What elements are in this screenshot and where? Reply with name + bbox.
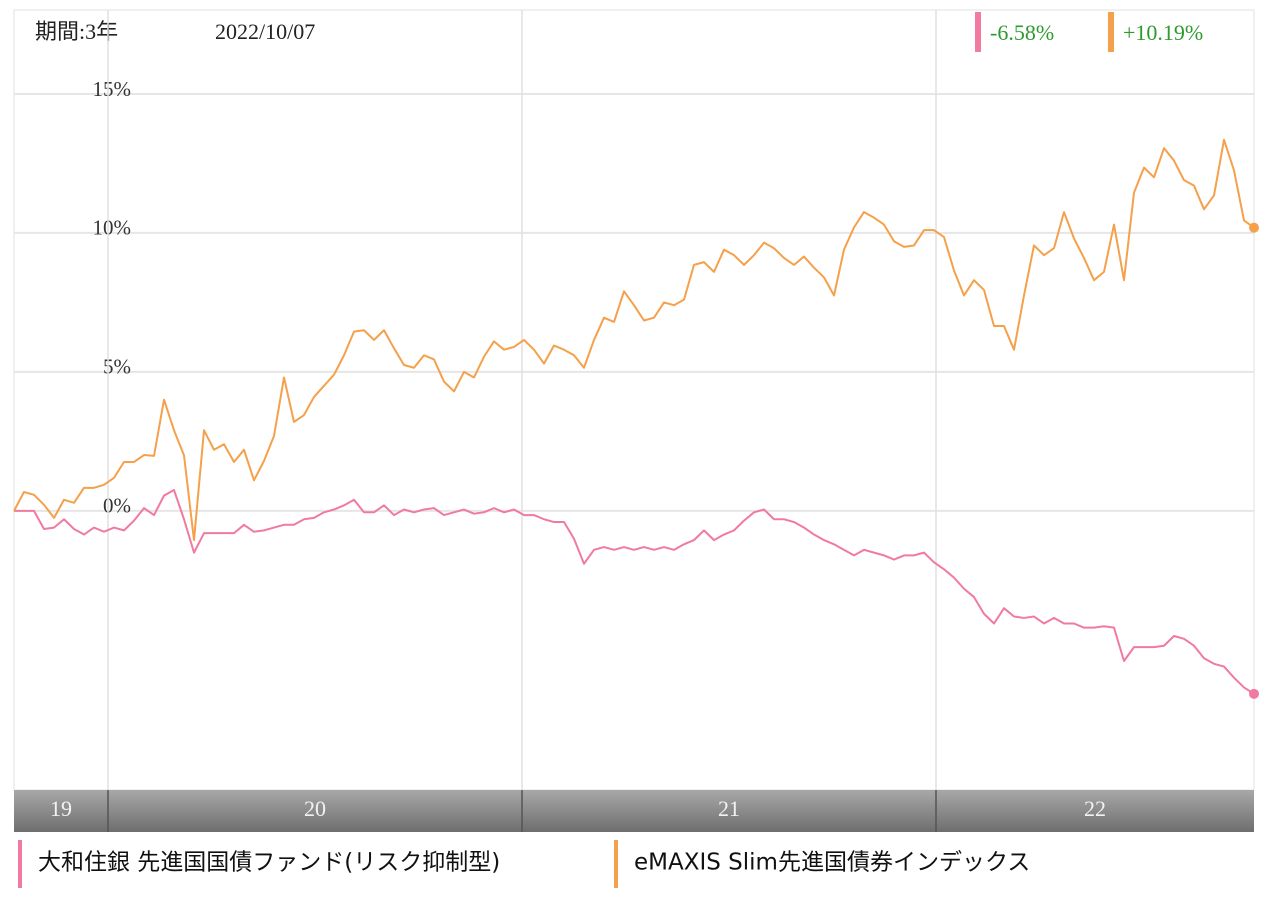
- y-tick-label: 10%: [93, 216, 132, 240]
- plot-frame: [13, 9, 1255, 791]
- legend-swatch: [1108, 12, 1114, 52]
- y-tick-label: 0%: [103, 494, 131, 518]
- legend-swatch: [614, 840, 618, 888]
- y-tick-label: 15%: [93, 77, 132, 101]
- period-label: 期間:3年: [35, 19, 118, 44]
- legend-label: eMAXIS Slim先進国債券インデックス: [634, 850, 1030, 876]
- x-band-label: 20: [304, 796, 326, 821]
- x-band-label: 22: [1084, 796, 1106, 821]
- y-tick-label: 5%: [103, 355, 131, 379]
- x-band-label: 21: [718, 796, 740, 821]
- legend-swatch: [18, 840, 22, 888]
- end-point: [1249, 222, 1259, 233]
- year-band: [14, 790, 1254, 832]
- date-label: 2022/10/07: [215, 19, 315, 44]
- end-value-label: +10.19%: [1123, 20, 1203, 45]
- legend-swatch: [975, 12, 981, 52]
- x-band-label: 19: [50, 796, 72, 821]
- end-value-label: -6.58%: [990, 20, 1054, 45]
- series-line: [14, 489, 1255, 695]
- end-point: [1249, 688, 1259, 699]
- legend-label: 大和住銀 先進国国債ファンド(リスク抑制型): [38, 850, 500, 876]
- series-line: [13, 138, 1255, 542]
